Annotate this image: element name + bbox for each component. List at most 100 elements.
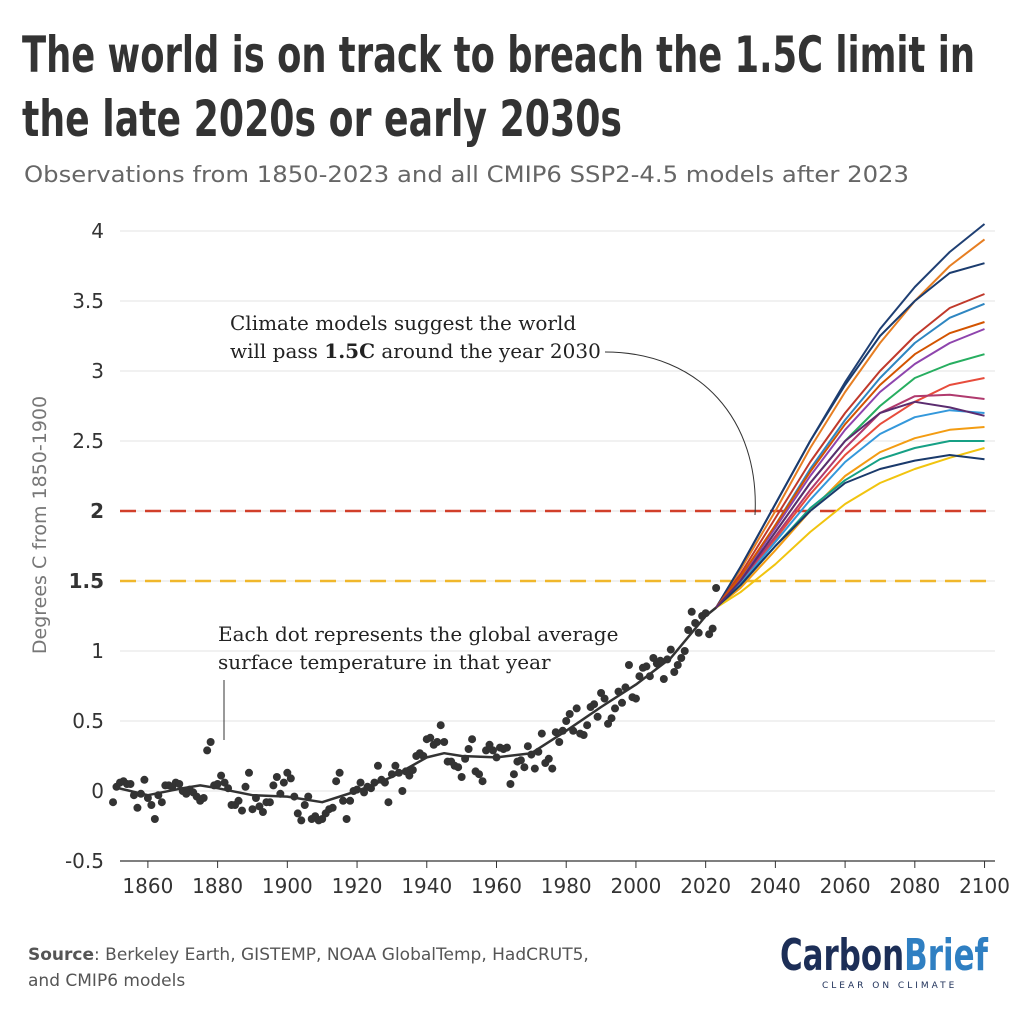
observation-dot <box>489 746 498 755</box>
source-text: : Berkeley Earth, GISTEMP, NOAA GlobalTe… <box>94 945 589 965</box>
observation-dot <box>656 656 665 665</box>
observation-dot <box>548 764 557 773</box>
observation-dot <box>346 796 355 805</box>
observation-dot <box>600 694 609 703</box>
y-tick-label: 0 <box>91 779 104 803</box>
y-tick-label: 1 <box>91 639 104 663</box>
observation-dot <box>694 628 703 637</box>
observation-dot <box>666 645 675 654</box>
source-label: Source <box>28 945 94 965</box>
x-tick-label: 1940 <box>401 874 452 898</box>
model-line <box>715 447 985 609</box>
observation-dot <box>175 780 184 788</box>
observation-dot <box>544 754 553 763</box>
observation-dot <box>157 798 166 807</box>
observation-dot <box>537 729 546 738</box>
x-tick-label: 1900 <box>262 874 313 898</box>
observation-dot <box>684 626 693 634</box>
y-tick-label: 3.5 <box>72 289 104 313</box>
observation-dot <box>593 712 602 721</box>
annotation-text: around the year 2030 <box>375 339 601 363</box>
observation-dot <box>579 731 588 739</box>
annotation: will pass 1.5C around the year 2030 <box>230 339 601 363</box>
observation-dot <box>258 808 267 816</box>
logo-tagline: CLEAR ON CLIMATE <box>822 981 957 991</box>
annotation-text: Each dot represents the global average <box>218 622 618 646</box>
x-tick-label: 2080 <box>889 874 940 898</box>
observation-dot <box>391 761 400 770</box>
observation-dot <box>642 662 651 671</box>
observation-dot <box>265 798 274 807</box>
observation-dot <box>426 733 435 742</box>
observation-dot <box>109 798 118 807</box>
observation-dot <box>140 775 149 784</box>
observation-dot <box>126 780 135 788</box>
observation-dot <box>708 624 717 633</box>
observation-dot <box>373 761 382 770</box>
observations <box>109 584 721 825</box>
observation-dot <box>293 809 302 818</box>
observation-dot <box>464 745 473 753</box>
x-tick-label: 1920 <box>332 874 383 898</box>
observation-dot <box>680 647 689 655</box>
annotation-pointer <box>604 351 756 516</box>
y-tick-label: -0.5 <box>65 849 104 873</box>
annotations: Climate models suggest the world will pas… <box>218 311 618 674</box>
source-text: and CMIP6 models <box>28 971 185 991</box>
annotation: Climate models suggest the world <box>230 311 576 335</box>
observation-dot <box>234 796 243 805</box>
observation-dot <box>572 704 581 713</box>
observation-dot <box>433 738 442 746</box>
observation-dot <box>241 782 250 791</box>
model-line <box>715 426 985 609</box>
model-line <box>715 328 985 609</box>
chart-title: the late 2020s or early 2030s <box>22 90 622 148</box>
observation-dot <box>506 780 515 788</box>
model-lines <box>715 223 986 609</box>
x-tick-label: 2100 <box>959 874 1010 898</box>
observation-dot <box>523 742 532 751</box>
y-tick-label: 4 <box>91 219 104 243</box>
y-tick-label: 1.5 <box>69 569 104 593</box>
x-tick-label: 1880 <box>192 874 243 898</box>
model-line <box>715 440 985 609</box>
x-tick-label: 2000 <box>610 874 661 898</box>
observation-dot <box>206 738 215 746</box>
x-tick-label: 2040 <box>750 874 801 898</box>
observation-dot <box>509 770 518 779</box>
observation-dot <box>332 777 341 786</box>
observation-dot <box>475 770 484 779</box>
observation-dot <box>150 815 159 823</box>
observation-dot <box>635 672 644 681</box>
observation-dot <box>670 668 679 676</box>
annotation: Each dot represents the global average <box>218 622 618 646</box>
observation-dot <box>659 675 668 683</box>
observation-dot <box>133 803 142 812</box>
observation-dot <box>213 780 222 788</box>
observation-dot <box>712 584 721 592</box>
x-tick-label: 2020 <box>680 874 731 898</box>
reference-lines <box>120 509 995 583</box>
observation-dot <box>398 787 407 795</box>
annotation-text: surface temperature in that year <box>218 650 551 674</box>
observation-dot <box>478 777 487 786</box>
observation-dot <box>436 721 445 730</box>
observation-dot <box>530 764 539 773</box>
model-line <box>715 409 985 609</box>
y-tick-label: 3 <box>91 359 104 383</box>
observation-dot <box>300 801 309 809</box>
chart-subtitle: Observations from 1850-2023 and all CMIP… <box>24 163 909 188</box>
observation-dot <box>286 774 295 783</box>
observation-dot <box>203 746 212 755</box>
observation-dot <box>454 763 463 772</box>
observation-dot <box>516 756 525 765</box>
observation-dot <box>687 607 696 616</box>
observation-dot <box>297 816 306 825</box>
y-tick-label: 0.5 <box>72 709 104 733</box>
x-tick-label: 1960 <box>471 874 522 898</box>
x-tick-label: 2060 <box>820 874 871 898</box>
logo-part: Carbon <box>780 930 904 981</box>
model-line <box>715 262 985 609</box>
observation-dot <box>279 778 288 787</box>
